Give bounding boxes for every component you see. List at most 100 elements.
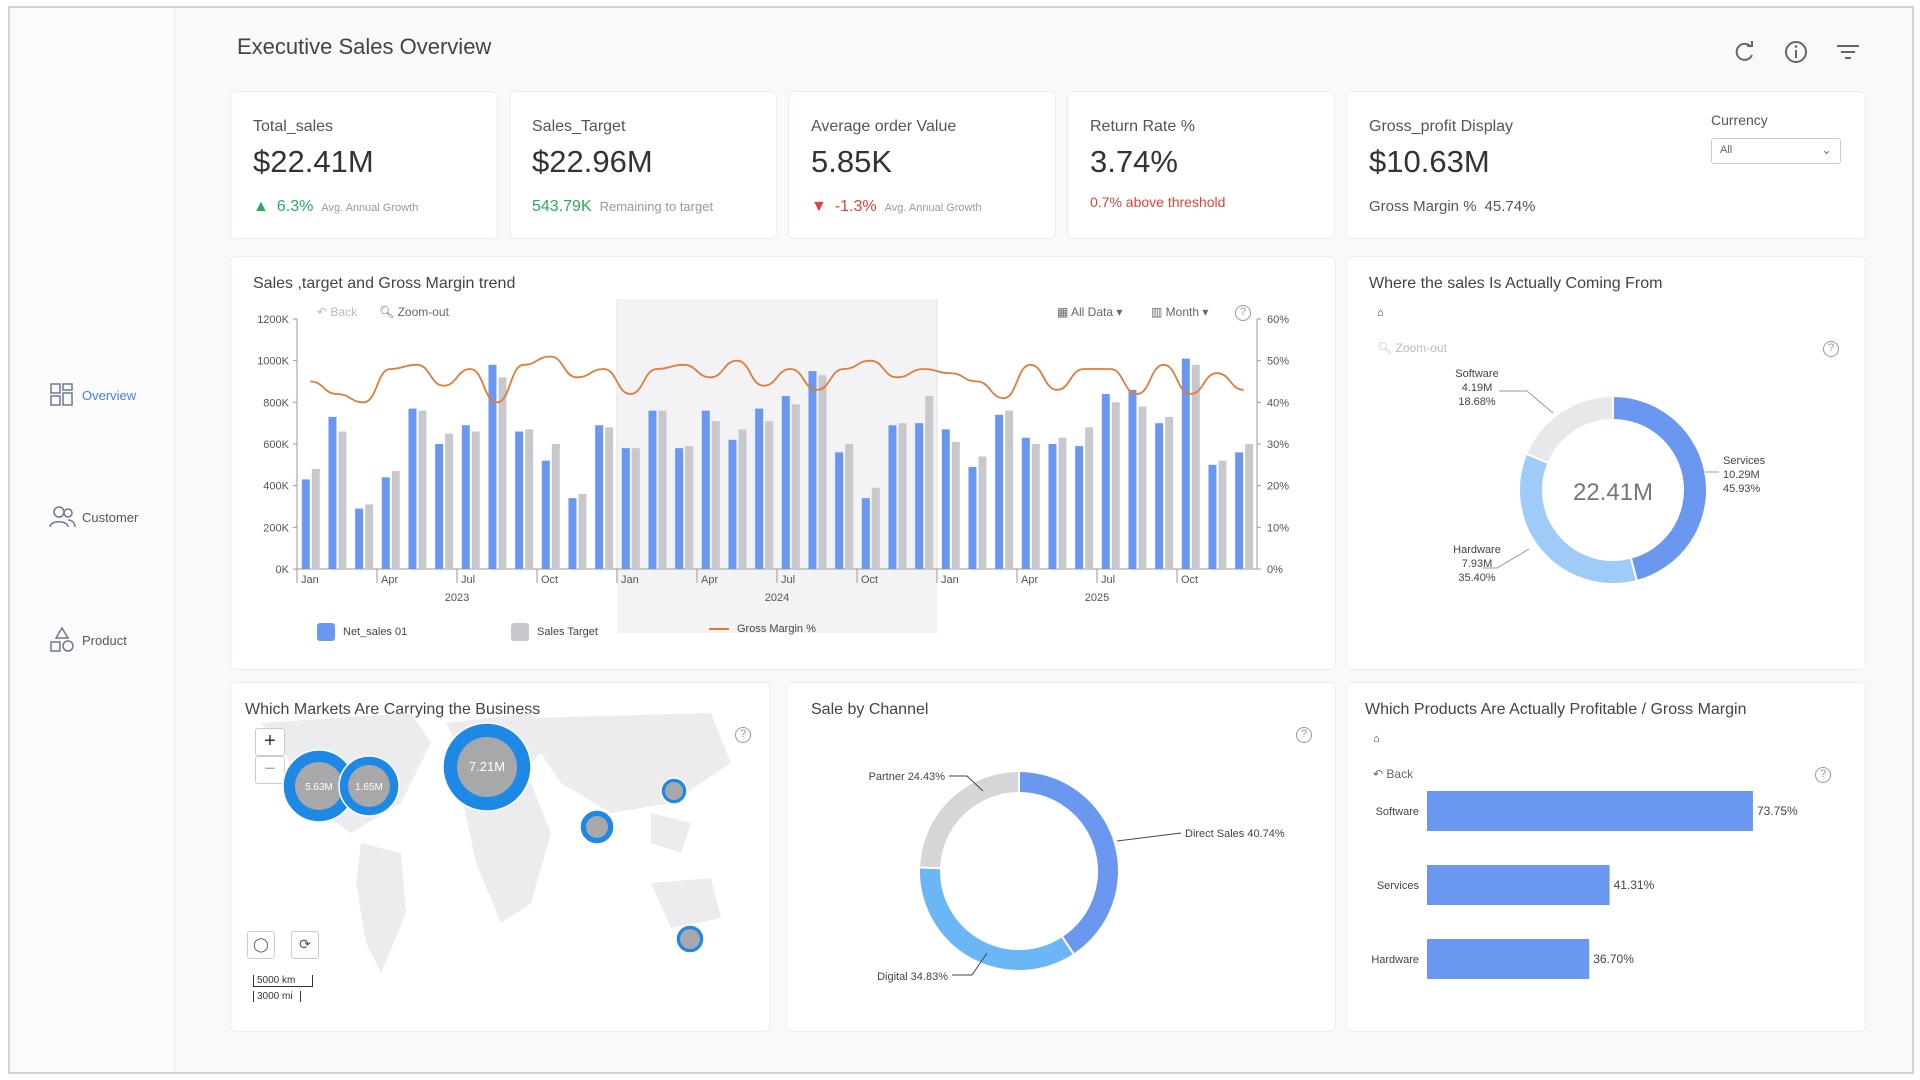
nav-product[interactable]: Product [48,626,127,654]
dashboard-icon [50,383,73,406]
margin-value: 45.74% [1484,198,1536,215]
month-dropdown[interactable]: ▥ Month ▾ [1151,305,1208,319]
nav-overview[interactable]: Overview [48,381,136,409]
filter-icon[interactable] [1834,38,1862,66]
year-label: 2025 [1085,592,1109,604]
nav-label: Customer [82,509,139,525]
currency-select[interactable]: All ⌄ [1711,138,1841,164]
market-bubble-core [680,929,700,949]
net-sales-bar [968,466,977,569]
sources-donut: 22.41M Software 4.19M 18.68% Services 10.29M 4… [1453,368,1766,585]
card-title: Sales ,target and Gross Margin trend [253,275,516,292]
home-icon[interactable]: ⌂ [1377,307,1384,319]
trend-chart: 0K 200K 400K 600K 800K 1000K 1200K 0% 10% 20% 30% 4… [257,299,1289,633]
help-icon[interactable]: ? [1815,767,1831,783]
kpi-change-value: 543.79K [532,198,592,215]
net-sales-bar [1101,394,1110,569]
y2-tick-label: 0% [1267,564,1283,576]
kpi-change: ▼ -1.3% Avg. Annual Growth [811,198,982,216]
profit-bar [1427,791,1753,831]
card-title: Which Markets Are Carrying the Business [245,701,541,718]
net-sales-bar [1181,358,1190,569]
back-button[interactable]: ↶ Back [317,305,357,319]
net-sales-bar [488,364,497,569]
y-tick-label: 800K [263,397,289,409]
net-sales-bar [515,431,524,569]
market-bubble-core [586,816,608,838]
zoom-in-button[interactable]: + [255,728,285,756]
kpi-change-value: -1.3% [834,198,877,215]
channel-slice-1 [918,866,1076,972]
sales-target-bar [711,421,720,569]
sales-target-bar [365,504,374,569]
home-icon[interactable]: ⌂ [1373,733,1380,745]
net-sales-bar [328,416,337,569]
zoom-out-button[interactable]: 🔍︎ Zoom-out [379,305,449,319]
channel-slice-0 [1018,769,1120,956]
net-sales-bar [995,414,1004,569]
sales-target-bar [1165,416,1174,569]
sales-target-bar [738,429,747,569]
profit-bar-value: 73.75% [1757,804,1798,818]
kpi-change: ▲ 6.3% Avg. Annual Growth [253,198,418,216]
legend-gross-margin[interactable]: Gross Margin % [709,623,816,635]
y-tick-label: 200K [263,522,289,534]
x-tick-label: Apr [381,574,398,586]
sales-target-bar [1085,427,1094,569]
profit-bar-value: 36.70% [1593,952,1634,966]
margin-label: Gross Margin % [1369,198,1477,215]
profit-bar-label: Services [1377,880,1420,892]
all-data-dropdown[interactable]: ▦ All Data ▾ [1057,305,1122,319]
kpi-value: $22.96M [532,144,653,179]
zoom-out-button[interactable]: 🔍︎ Zoom-out [1377,341,1447,355]
legend-sales-target[interactable]: Sales Target [511,623,598,641]
y2-tick-label: 10% [1267,522,1289,534]
donut-label: 18.68% [1458,396,1496,408]
profit-bar [1427,865,1610,905]
kpi-sales-target: Sales_Target $22.96M 543.79K Remaining t… [509,91,777,239]
scale-km: 5000 km [253,975,313,987]
profit-bar-chart: Software 73.75% Services 41.31% Hardware 36.7… [1371,791,1798,979]
kpi-return-rate: Return Rate % 3.74% 0.7% above threshold [1067,91,1335,239]
market-bubble-label: 7.21M [469,759,505,774]
sales-target-bar [605,427,614,569]
kpi-note: 0.7% above threshold [1090,194,1226,210]
legend-swatch [317,623,335,641]
market-bubble-core [295,762,343,810]
sales-target-bar [578,494,587,569]
help-icon[interactable]: ? [1296,727,1312,743]
legend-net-sales[interactable]: Net_sales 01 [317,623,407,641]
x-tick-label: Apr [1021,574,1038,586]
channel-label-digital: Digital 34.83% [877,971,948,983]
y2-tick-label: 30% [1267,439,1289,451]
sales-target-bar [551,444,560,569]
y2-tick-label: 40% [1267,397,1289,409]
back-icon: ↶ [317,305,331,319]
back-button[interactable]: ↶ Back [1373,767,1413,781]
help-icon[interactable]: ? [1823,341,1839,357]
currency-value: All [1720,144,1733,156]
refresh-icon[interactable] [1730,38,1758,66]
x-tick-label: Oct [1181,574,1198,586]
net-sales-bar [888,425,897,569]
market-bubble-core [457,737,517,797]
sales-target-bar [311,469,320,569]
y-tick-label: 1200K [257,314,289,326]
net-sales-bar [755,408,764,569]
sales-target-bar [951,441,960,569]
zoom-out-button[interactable]: − [255,756,285,784]
help-icon[interactable]: ? [735,727,751,743]
net-sales-bar [701,410,710,569]
nav-customer[interactable]: Customer [48,503,138,531]
sales-target-bar [1111,402,1120,569]
lasso-icon[interactable]: ◯ [247,931,275,959]
nav-label: Product [82,632,127,648]
reset-icon[interactable]: ⟳ [291,931,319,959]
card-title: Which Products Are Actually Profitable /… [1365,701,1747,718]
sales-target-bar [791,404,800,569]
x-tick-label: Jul [1101,574,1115,586]
help-icon[interactable]: ? [1235,305,1251,321]
info-icon[interactable] [1782,38,1810,66]
market-bubbles[interactable]: 5.63M 1.65M 7.21M [231,683,772,1033]
kpi-label: Total_sales [253,118,334,135]
